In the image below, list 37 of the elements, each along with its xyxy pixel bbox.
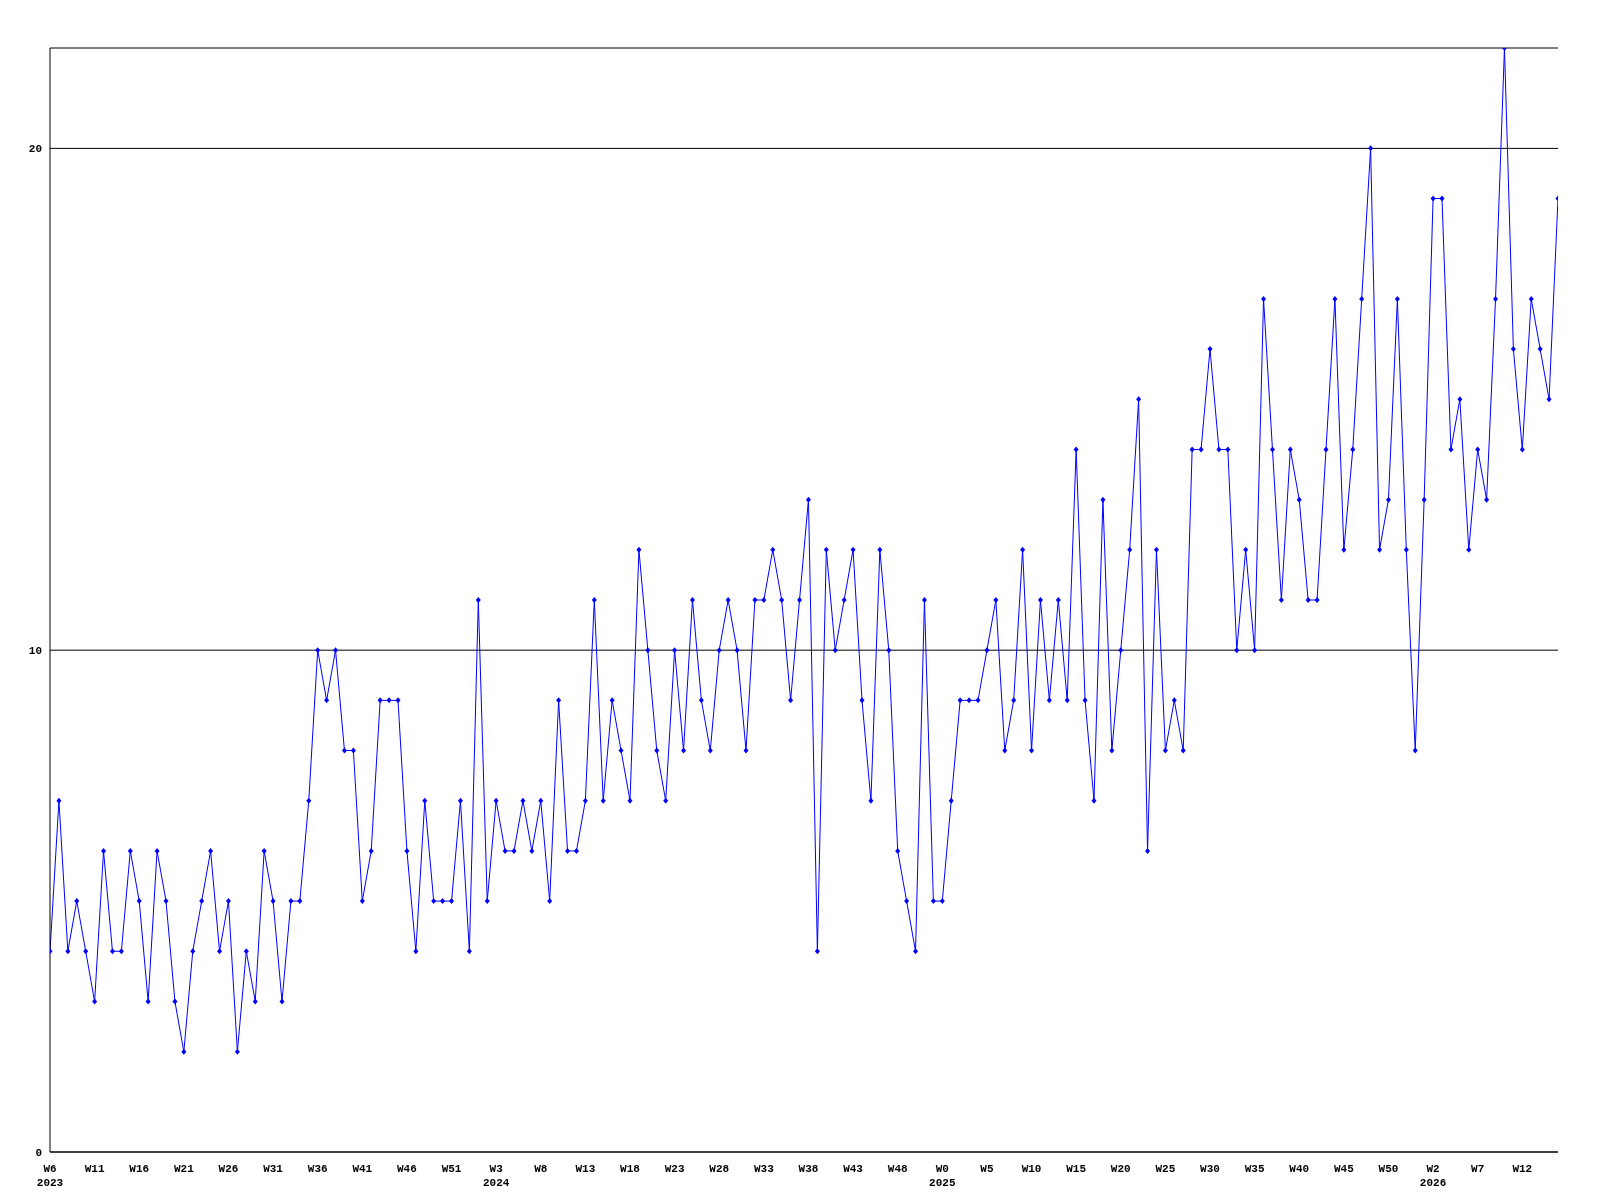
x-tick-label: W23 [664, 1163, 685, 1175]
x-tick-label: W13 [575, 1163, 596, 1175]
x-tick-label: W51 [441, 1163, 462, 1175]
x-tick-label: W50 [1378, 1163, 1399, 1175]
x-tick-label: W43 [843, 1163, 864, 1175]
x-tick-label: W21 [173, 1163, 195, 1175]
x-tick-label: W20 [1110, 1163, 1131, 1175]
x-tick-label: W36 [307, 1163, 328, 1175]
x-tick-label: W0 2025 [929, 1163, 956, 1189]
x-tick-label: W8 [534, 1163, 548, 1175]
x-tick-label: W18 [620, 1163, 641, 1175]
x-tick-label: W28 [709, 1163, 730, 1175]
y-tick-label: 0 [35, 1146, 42, 1159]
x-tick-label: W6 2023 [36, 1163, 64, 1189]
x-tick-label: W30 [1200, 1163, 1220, 1175]
x-tick-label: W7 [1471, 1163, 1485, 1175]
x-tick-label: W46 [397, 1163, 417, 1175]
x-tick-label: W38 [798, 1163, 819, 1175]
y-tick-label: 20 [28, 143, 42, 156]
x-tick-label: W31 [263, 1163, 284, 1175]
x-tick-label: W12 [1512, 1163, 1533, 1175]
x-tick-label: W33 [753, 1163, 775, 1175]
x-tick-label: W5 [980, 1163, 994, 1175]
x-tick-label: W41 [352, 1163, 373, 1175]
x-tick-label: W10 [1021, 1163, 1042, 1175]
x-tick-label: W40 [1289, 1163, 1310, 1175]
x-tick-label: W35 [1244, 1163, 1265, 1175]
x-tick-label: W45 [1333, 1163, 1355, 1175]
x-tick-label: W2 2026 [1419, 1163, 1447, 1189]
y-tick-label: 10 [28, 645, 42, 658]
x-tick-label: W26 [218, 1163, 239, 1175]
x-tick-label: W11 [84, 1163, 105, 1175]
x-tick-label: W48 [887, 1163, 908, 1175]
x-tick-label: W25 [1155, 1163, 1176, 1175]
x-tick-label: W16 [129, 1163, 150, 1175]
x-tick-label: W3 2024 [482, 1163, 510, 1189]
x-tick-label: W15 [1066, 1163, 1087, 1175]
